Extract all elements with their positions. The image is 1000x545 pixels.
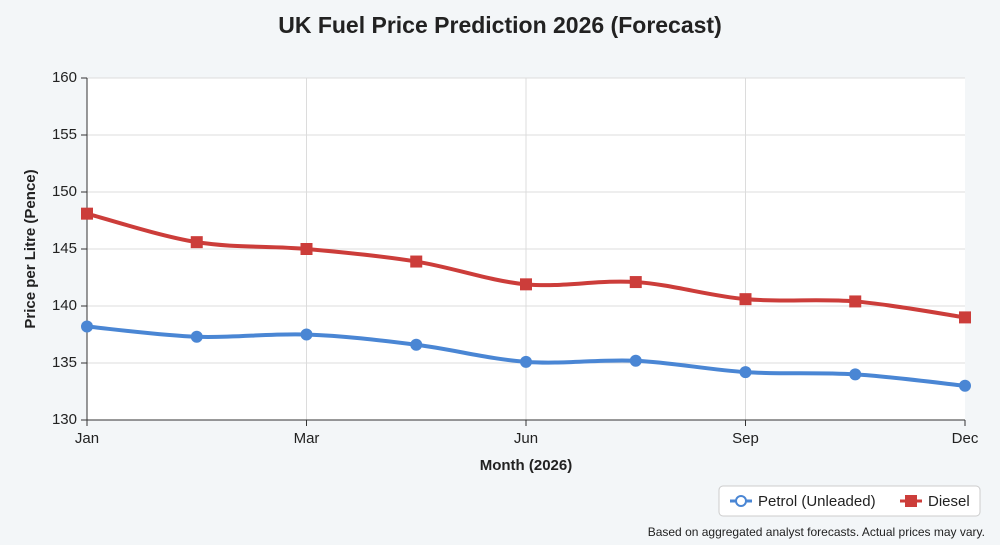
- legend-label: Petrol (Unleaded): [758, 493, 876, 510]
- legend-marker: [905, 495, 917, 507]
- data-point: [81, 207, 93, 220]
- data-point: [959, 311, 971, 324]
- x-tick-label: Dec: [952, 430, 979, 447]
- x-tick-label: Mar: [294, 430, 320, 447]
- x-tick-label: Jan: [75, 430, 99, 447]
- data-point: [739, 366, 752, 379]
- data-point: [410, 338, 423, 351]
- y-tick-label: 130: [52, 411, 77, 428]
- y-tick-label: 140: [52, 297, 77, 314]
- data-point: [190, 236, 203, 249]
- y-tick-label: 145: [52, 240, 77, 257]
- y-tick-label: 155: [52, 126, 77, 143]
- data-point: [300, 243, 313, 255]
- data-point: [300, 328, 313, 341]
- y-axis-label: Price per Litre (Pence): [22, 169, 39, 328]
- data-point: [520, 278, 532, 291]
- data-point: [849, 295, 862, 308]
- data-point: [81, 320, 93, 333]
- data-point: [410, 255, 423, 268]
- data-point: [739, 293, 752, 306]
- y-tick-label: 160: [52, 69, 77, 86]
- data-point: [629, 276, 642, 289]
- data-point: [849, 368, 862, 381]
- x-tick-label: Jun: [514, 430, 538, 447]
- y-tick-label: 135: [52, 354, 77, 371]
- legend-label: Diesel: [928, 493, 970, 510]
- x-axis-label: Month (2026): [480, 457, 573, 474]
- chart-title: UK Fuel Price Prediction 2026 (Forecast): [278, 12, 722, 38]
- footnote: Based on aggregated analyst forecasts. A…: [648, 525, 985, 539]
- y-tick-label: 150: [52, 183, 77, 200]
- x-tick-label: Sep: [732, 430, 759, 447]
- legend-box: [718, 485, 981, 517]
- data-point: [629, 354, 642, 367]
- data-point: [959, 379, 971, 392]
- data-point: [520, 355, 532, 368]
- legend-marker: [735, 495, 747, 507]
- data-point: [190, 330, 203, 343]
